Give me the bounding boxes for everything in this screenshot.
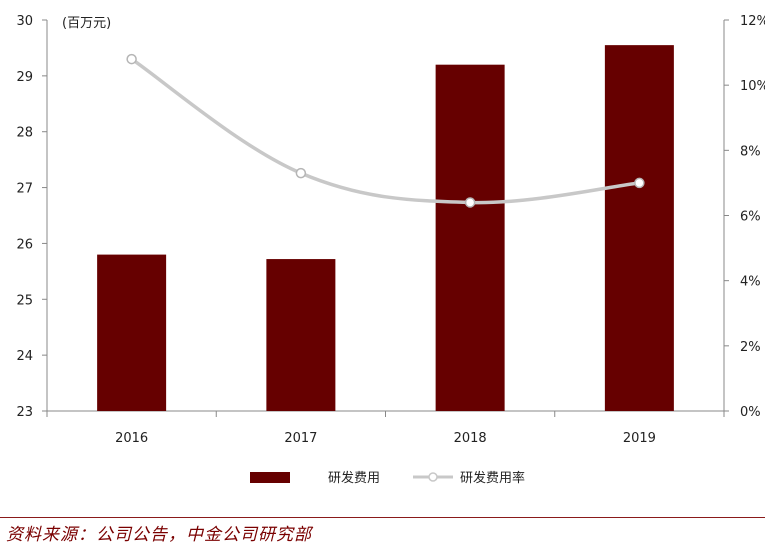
bar	[97, 254, 167, 411]
bar-series	[97, 45, 674, 412]
bar	[266, 259, 336, 411]
left-tick-label: 27	[16, 182, 33, 197]
x-tick-label: 2017	[284, 431, 317, 446]
source-note: 资料来源：公司公告，中金公司研究部	[6, 525, 312, 545]
right-tick-label: 12%	[740, 14, 765, 29]
bar	[435, 64, 505, 411]
left-axis: 23 24 25 26 27 28 29 30	[16, 14, 47, 420]
unit-label: (百万元)	[62, 16, 111, 31]
x-tick-label: 2016	[115, 431, 148, 446]
right-tick-label: 10%	[740, 79, 765, 94]
line-point	[634, 177, 645, 189]
line-point	[126, 53, 137, 65]
right-tick-label: 4%	[740, 275, 761, 290]
legend-bar-swatch	[250, 472, 290, 483]
legend-line-label: 研发费用率	[460, 470, 525, 486]
bar	[604, 45, 674, 412]
x-tick-label: 2019	[623, 431, 656, 446]
right-tick-label: 2%	[740, 340, 761, 355]
left-tick-label: 23	[16, 405, 33, 420]
legend-bar-label: 研发费用	[328, 470, 380, 486]
source-divider	[0, 517, 765, 518]
right-tick-label: 8%	[740, 144, 761, 159]
line-point	[295, 167, 307, 179]
left-tick-label: 25	[16, 293, 33, 308]
x-axis: 2016 2017 2018 2019	[46, 411, 725, 446]
rate-line	[130, 57, 640, 205]
left-tick-label: 29	[16, 70, 33, 85]
x-tick-label: 2018	[454, 431, 487, 446]
legend-line-marker	[428, 472, 438, 482]
right-axis: 0% 2% 4% 6% 8% 10% 12%	[724, 14, 765, 420]
right-tick-label: 0%	[740, 405, 761, 420]
left-tick-label: 30	[16, 14, 33, 29]
line-series	[126, 53, 645, 208]
left-tick-label: 26	[16, 237, 33, 252]
line-point	[464, 197, 476, 208]
legend: 研发费用 研发费用率	[250, 470, 525, 486]
left-tick-label: 24	[16, 349, 33, 364]
left-tick-label: 28	[16, 126, 33, 141]
right-tick-label: 6%	[740, 210, 761, 225]
